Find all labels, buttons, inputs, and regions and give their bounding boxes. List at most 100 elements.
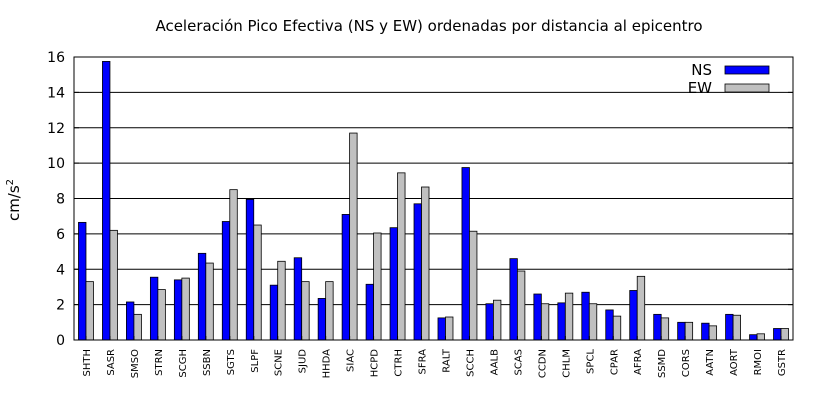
bar-ns-rmoi xyxy=(749,334,758,341)
bar-ew-sfra xyxy=(421,186,430,341)
bar-ns-scch xyxy=(461,167,470,341)
x-tick-label: CPAR xyxy=(609,349,620,375)
bar-ew-ralt xyxy=(445,316,454,341)
x-tick-label: SIAC xyxy=(346,349,357,372)
bar-ns-aalb xyxy=(485,303,494,341)
x-tick-label: AATN xyxy=(705,349,716,376)
x-tick-label: SCCH xyxy=(465,349,476,377)
bar-ns-sgts xyxy=(221,221,231,341)
x-tick-label: SCNE xyxy=(274,349,285,376)
bar-ew-chlm xyxy=(564,292,574,341)
bar-ew-sjud xyxy=(301,281,310,341)
bar-ew-scne xyxy=(277,260,286,341)
bar-ns-slpf xyxy=(245,198,255,341)
x-tick-label: SHTH xyxy=(82,349,93,377)
bar-ew-ctrh xyxy=(397,172,406,341)
x-tick-label: CHLM xyxy=(561,349,572,378)
bars xyxy=(78,61,789,341)
y-tick-label: 4 xyxy=(56,262,65,278)
x-tick-label: SASR xyxy=(106,349,117,376)
x-tick-label: CORS xyxy=(681,349,692,377)
bar-ns-gstr xyxy=(773,328,782,341)
bar-ew-slpf xyxy=(253,224,262,341)
bar-ew-cpar xyxy=(612,315,622,341)
legend-label-ew: EW xyxy=(688,79,712,97)
x-tick-label: SFRA xyxy=(418,349,429,375)
bar-ns-sasr xyxy=(102,61,111,341)
y-axis-label: cm/s2 xyxy=(5,179,23,221)
bar-ew-aalb xyxy=(493,299,502,341)
bar-ew-scch xyxy=(469,230,478,341)
bar-ew-hcpd xyxy=(373,232,382,341)
bar-ns-chlm xyxy=(557,302,566,341)
x-tick-label: SSMD xyxy=(657,349,668,378)
legend-swatch-ew xyxy=(724,83,770,93)
bar-ew-scgh xyxy=(181,277,190,341)
x-tick-label: SSBN xyxy=(202,349,213,376)
bar-ew-smso xyxy=(133,313,142,341)
bar-ns-hhda xyxy=(317,298,327,341)
y-tick-label: 16 xyxy=(47,50,65,66)
bar-ew-hhda xyxy=(325,281,334,341)
bar-ew-aort xyxy=(732,314,741,341)
bar-ns-cors xyxy=(677,321,686,341)
bar-ns-scne xyxy=(269,284,279,341)
bar-ew-spcl xyxy=(588,303,598,341)
bar-ns-scgh xyxy=(173,279,183,341)
bar-ew-sasr xyxy=(109,229,118,341)
bar-ew-aatn xyxy=(708,325,718,341)
x-tick-label: SMSO xyxy=(130,349,141,378)
legend-swatch-ns xyxy=(724,65,770,75)
bar-ns-ssmd xyxy=(653,313,662,341)
bar-ew-strn xyxy=(157,289,166,341)
y-tick-label: 2 xyxy=(56,298,65,314)
bar-ew-cors xyxy=(684,321,694,341)
plot-border xyxy=(73,56,794,341)
bar-ew-ssbn xyxy=(205,262,214,341)
axes: 0 2 4 6 8 10 12 14 16 SHTH SASR SMSO STRN SCGH SSBN SGT… xyxy=(47,50,794,379)
y-tick-label: 14 xyxy=(47,85,65,101)
x-tick-label: SCAS xyxy=(513,349,524,376)
x-tick-label: AORT xyxy=(729,348,740,376)
bar-ns-sjud xyxy=(293,257,303,341)
x-tick-label: SJUD xyxy=(298,349,309,374)
bar-ew-rmoi xyxy=(756,333,765,341)
bar-ew-shth xyxy=(85,281,94,341)
x-tick-label: RMOI xyxy=(753,349,764,375)
x-tick-label: CCDN xyxy=(537,349,548,378)
legend-label-ns: NS xyxy=(691,61,712,79)
x-tick-label: SLPF xyxy=(250,349,261,373)
x-tick-label: AFRA xyxy=(633,349,644,375)
bar-ew-ssmd xyxy=(660,317,670,341)
bar-ns-aatn xyxy=(701,322,710,341)
y-tick-label: 12 xyxy=(47,121,65,137)
y-tick-label: 10 xyxy=(47,156,65,172)
bar-ns-spcl xyxy=(581,291,590,341)
bar-ns-ralt xyxy=(437,317,446,341)
chart-title: Aceleración Pico Efectiva (NS y EW) orde… xyxy=(155,17,702,35)
bar-ns-ssbn xyxy=(197,252,207,341)
bar-ew-scas xyxy=(516,270,526,341)
x-tick-label: HHDA xyxy=(322,349,333,379)
bar-ew-gstr xyxy=(780,328,789,341)
grid-lines xyxy=(74,91,793,306)
x-tick-label: SCGH xyxy=(178,349,189,378)
bar-ns-aort xyxy=(725,313,734,341)
bar-ew-sgts xyxy=(229,189,238,341)
bar-ew-siac xyxy=(349,132,358,341)
y-axis-label-exponent: 2 xyxy=(5,179,16,185)
x-tick-label: SGTS xyxy=(226,349,237,375)
bar-ns-strn xyxy=(149,276,159,341)
y-tick-label: 6 xyxy=(56,227,65,243)
y-tick-label: 0 xyxy=(56,333,65,349)
bar-ns-hcpd xyxy=(365,283,374,341)
y-tick-label: 8 xyxy=(56,192,65,208)
x-tick-label: AALB xyxy=(489,349,500,376)
x-tick-label: SPCL xyxy=(585,349,596,374)
x-tick-label: RALT xyxy=(441,348,452,373)
y-axis-label-unit: cm/s xyxy=(5,185,23,221)
bar-ew-ccdn xyxy=(540,303,550,341)
bar-ew-afra xyxy=(636,275,646,341)
